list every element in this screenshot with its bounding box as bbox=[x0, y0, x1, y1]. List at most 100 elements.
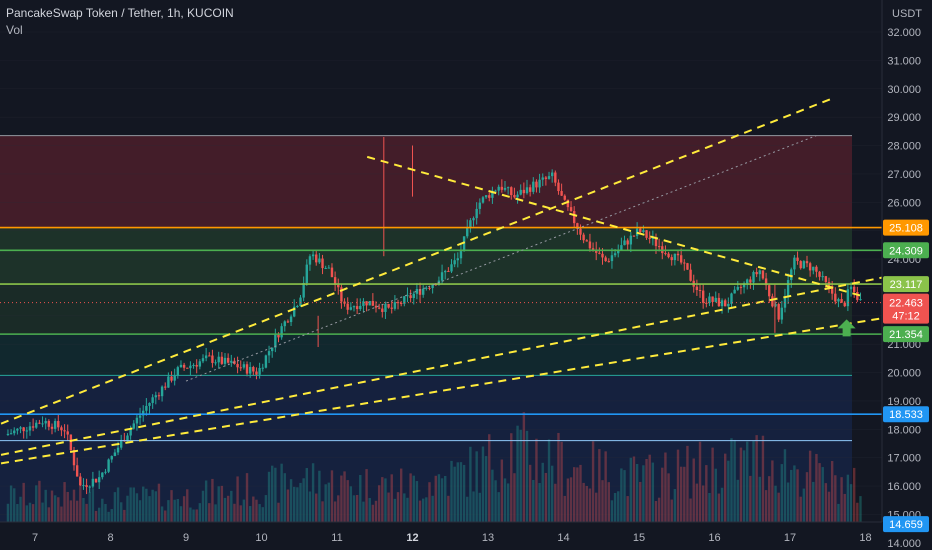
volume-bar bbox=[466, 496, 469, 522]
candle-body bbox=[802, 261, 806, 269]
trendline-0[interactable] bbox=[0, 96, 836, 425]
trendline-1[interactable] bbox=[0, 251, 932, 456]
candle-body bbox=[145, 405, 148, 411]
candle-body bbox=[598, 252, 601, 254]
volume-bar bbox=[667, 473, 670, 522]
candle-body bbox=[576, 223, 579, 229]
level-label: 21.354 bbox=[889, 329, 923, 341]
candle-body bbox=[142, 410, 145, 416]
volume-bar bbox=[683, 466, 686, 522]
volume-bar bbox=[818, 463, 821, 522]
candle-body bbox=[654, 237, 658, 247]
volume-bar bbox=[613, 492, 617, 522]
candle-body bbox=[113, 452, 117, 457]
volume-bar bbox=[554, 483, 557, 522]
candle-body bbox=[151, 397, 154, 403]
volume-bar bbox=[101, 498, 104, 522]
candle-body bbox=[535, 181, 538, 188]
volume-bar bbox=[629, 457, 633, 522]
candle-body bbox=[44, 420, 47, 424]
candle-body bbox=[818, 271, 821, 277]
candle-body bbox=[28, 426, 32, 431]
volume-bar bbox=[198, 503, 202, 522]
volume-bar bbox=[31, 504, 35, 522]
volume-bar bbox=[834, 475, 837, 522]
volume-bar bbox=[733, 439, 736, 522]
volume-bar bbox=[362, 501, 365, 522]
candle-body bbox=[764, 278, 768, 286]
volume-bar bbox=[764, 490, 768, 522]
volume-bar bbox=[749, 475, 752, 522]
volume-bar bbox=[566, 478, 570, 522]
volume-bar bbox=[57, 497, 60, 522]
volume-bar bbox=[475, 451, 478, 522]
x-tick-label: 15 bbox=[633, 532, 645, 544]
candle-body bbox=[566, 199, 570, 208]
candle-body bbox=[321, 258, 324, 269]
volume-bar bbox=[315, 493, 318, 522]
volume-bar bbox=[462, 464, 466, 522]
volume-bar bbox=[6, 503, 10, 522]
volume-bar bbox=[450, 460, 453, 522]
candle-body bbox=[563, 195, 566, 200]
candle-body bbox=[815, 266, 818, 272]
trendline-2[interactable] bbox=[0, 307, 932, 465]
candle-body bbox=[664, 253, 667, 255]
candle-body bbox=[349, 307, 353, 310]
candle-body bbox=[337, 284, 340, 288]
candle-body bbox=[230, 360, 233, 363]
candle-body bbox=[840, 299, 843, 303]
volume-bar bbox=[126, 495, 129, 522]
volume-bar bbox=[661, 467, 664, 522]
candle-body bbox=[195, 364, 198, 367]
volume-bar bbox=[528, 464, 532, 522]
zone-4 bbox=[0, 375, 852, 550]
x-tick-label: 10 bbox=[255, 532, 267, 544]
candle-body bbox=[686, 263, 689, 270]
candle-body bbox=[220, 356, 224, 364]
volume-bar bbox=[708, 492, 711, 522]
candle-body bbox=[736, 286, 739, 290]
candle-body bbox=[642, 230, 645, 233]
volume-bar bbox=[723, 453, 727, 522]
price-axis[interactable] bbox=[882, 0, 932, 550]
candle-body bbox=[645, 230, 648, 238]
volume-bar bbox=[305, 468, 308, 522]
candle-body bbox=[695, 286, 699, 291]
trendline-3[interactable] bbox=[366, 155, 862, 297]
candle-body bbox=[396, 302, 400, 304]
candle-body bbox=[714, 297, 717, 302]
zone-1 bbox=[0, 227, 852, 285]
countdown-label: 47:12 bbox=[892, 311, 920, 323]
candle-body bbox=[554, 172, 557, 183]
volume-bar bbox=[670, 499, 673, 522]
volume-bar bbox=[648, 454, 651, 522]
symbol-title[interactable]: PancakeSwap Token / Tether, 1h, KUCOIN bbox=[6, 6, 234, 20]
candle-body bbox=[632, 235, 636, 237]
level-badge bbox=[883, 406, 929, 423]
candle-body bbox=[752, 272, 755, 283]
volume-bar bbox=[657, 497, 661, 522]
candle-body bbox=[75, 465, 79, 477]
candle-body bbox=[315, 254, 318, 263]
volume-bar bbox=[786, 482, 790, 522]
volume-bar bbox=[374, 500, 378, 522]
candle-body bbox=[50, 426, 54, 429]
volume-bar bbox=[324, 484, 327, 522]
time-axis[interactable] bbox=[0, 522, 882, 550]
volume-bar bbox=[28, 502, 32, 522]
candle-body bbox=[484, 195, 488, 198]
volume-bar bbox=[72, 489, 76, 522]
volume-bar bbox=[478, 492, 482, 522]
volume-bar bbox=[840, 477, 843, 522]
candle-body bbox=[66, 431, 69, 435]
candle-body bbox=[198, 361, 202, 367]
candle-body bbox=[79, 476, 82, 486]
candle-body bbox=[755, 272, 758, 275]
volume-bar bbox=[768, 476, 771, 522]
indicator-label[interactable]: Vol bbox=[6, 23, 23, 37]
volume-bar bbox=[192, 509, 195, 522]
candle-body bbox=[522, 189, 526, 194]
candle-body bbox=[711, 296, 714, 302]
